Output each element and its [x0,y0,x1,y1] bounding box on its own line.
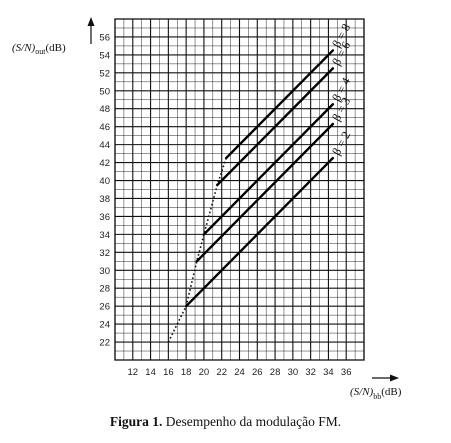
x-tick-label: 18 [181,367,192,378]
y-tick-label: 56 [99,32,110,43]
x-tick-label: 16 [163,367,174,378]
x-tick-label: 24 [234,367,245,378]
threshold-curve [167,157,227,343]
y-tick-label: 26 [99,302,110,313]
y-tick-label: 42 [99,158,110,169]
series-line [195,122,335,263]
x-tick-label: 34 [323,367,334,378]
y-tick-label: 28 [99,284,110,295]
y-tick-label: 48 [99,104,110,115]
x-axis-arrowhead [390,374,399,382]
tick-labels: 22 24 26 28 30 32 34 36 38 40 42 44 46 48 50 52 54 56 12 14… [99,32,351,378]
axes: (S/N)out(dB) (S/N)bb(dB) [12,17,402,401]
figure-caption: Figura 1. Desempenho da modulação FM. [0,414,451,430]
series-lines [184,49,335,308]
series-labels: β = 2β = 3β = 4β = 6β = 8 [329,21,353,157]
y-tick-label: 44 [99,140,110,151]
y-tick-label: 30 [99,266,110,277]
y-tick-label: 54 [99,50,110,61]
y-tick-label: 40 [99,176,110,187]
x-tick-label: 26 [252,367,263,378]
x-tick-label: 36 [341,367,352,378]
y-tick-label: 22 [99,338,110,349]
series-line [184,156,335,308]
chart: β = 2β = 3β = 4β = 6β = 8 22 24 26 28 30 32 34… [12,17,402,401]
y-tick-label: 34 [99,230,110,241]
y-axis-arrowhead [87,17,95,26]
y-tick-label: 32 [99,248,110,259]
y-tick-label: 24 [99,320,110,331]
x-tick-label: 20 [199,367,210,378]
caption-label: Figura 1. [109,414,163,429]
threshold-dotted-line [167,157,227,343]
x-tick-label: 32 [305,367,316,378]
series-label: β = 4 [329,75,353,104]
y-tick-label: 46 [99,122,110,133]
series-line [216,67,335,187]
plot-frame [114,18,365,361]
grid [114,18,365,361]
series-line [224,49,335,160]
y-tick-label: 52 [99,68,110,79]
x-tick-label: 14 [145,367,156,378]
y-axis-label: (S/N)out(dB) [12,42,66,56]
x-tick-label: 30 [288,367,299,378]
y-tick-label: 36 [99,212,110,223]
x-tick-label: 22 [216,367,227,378]
x-axis-label: (S/N)bb(dB) [350,386,402,401]
y-tick-label: 50 [99,86,110,97]
x-tick-label: 12 [127,367,138,378]
series-label: β = 2 [329,129,353,158]
x-tick-label: 28 [270,367,281,378]
caption-text: Desempenho da modulação FM. [162,414,342,429]
series-line [202,103,335,236]
y-tick-label: 38 [99,194,110,205]
